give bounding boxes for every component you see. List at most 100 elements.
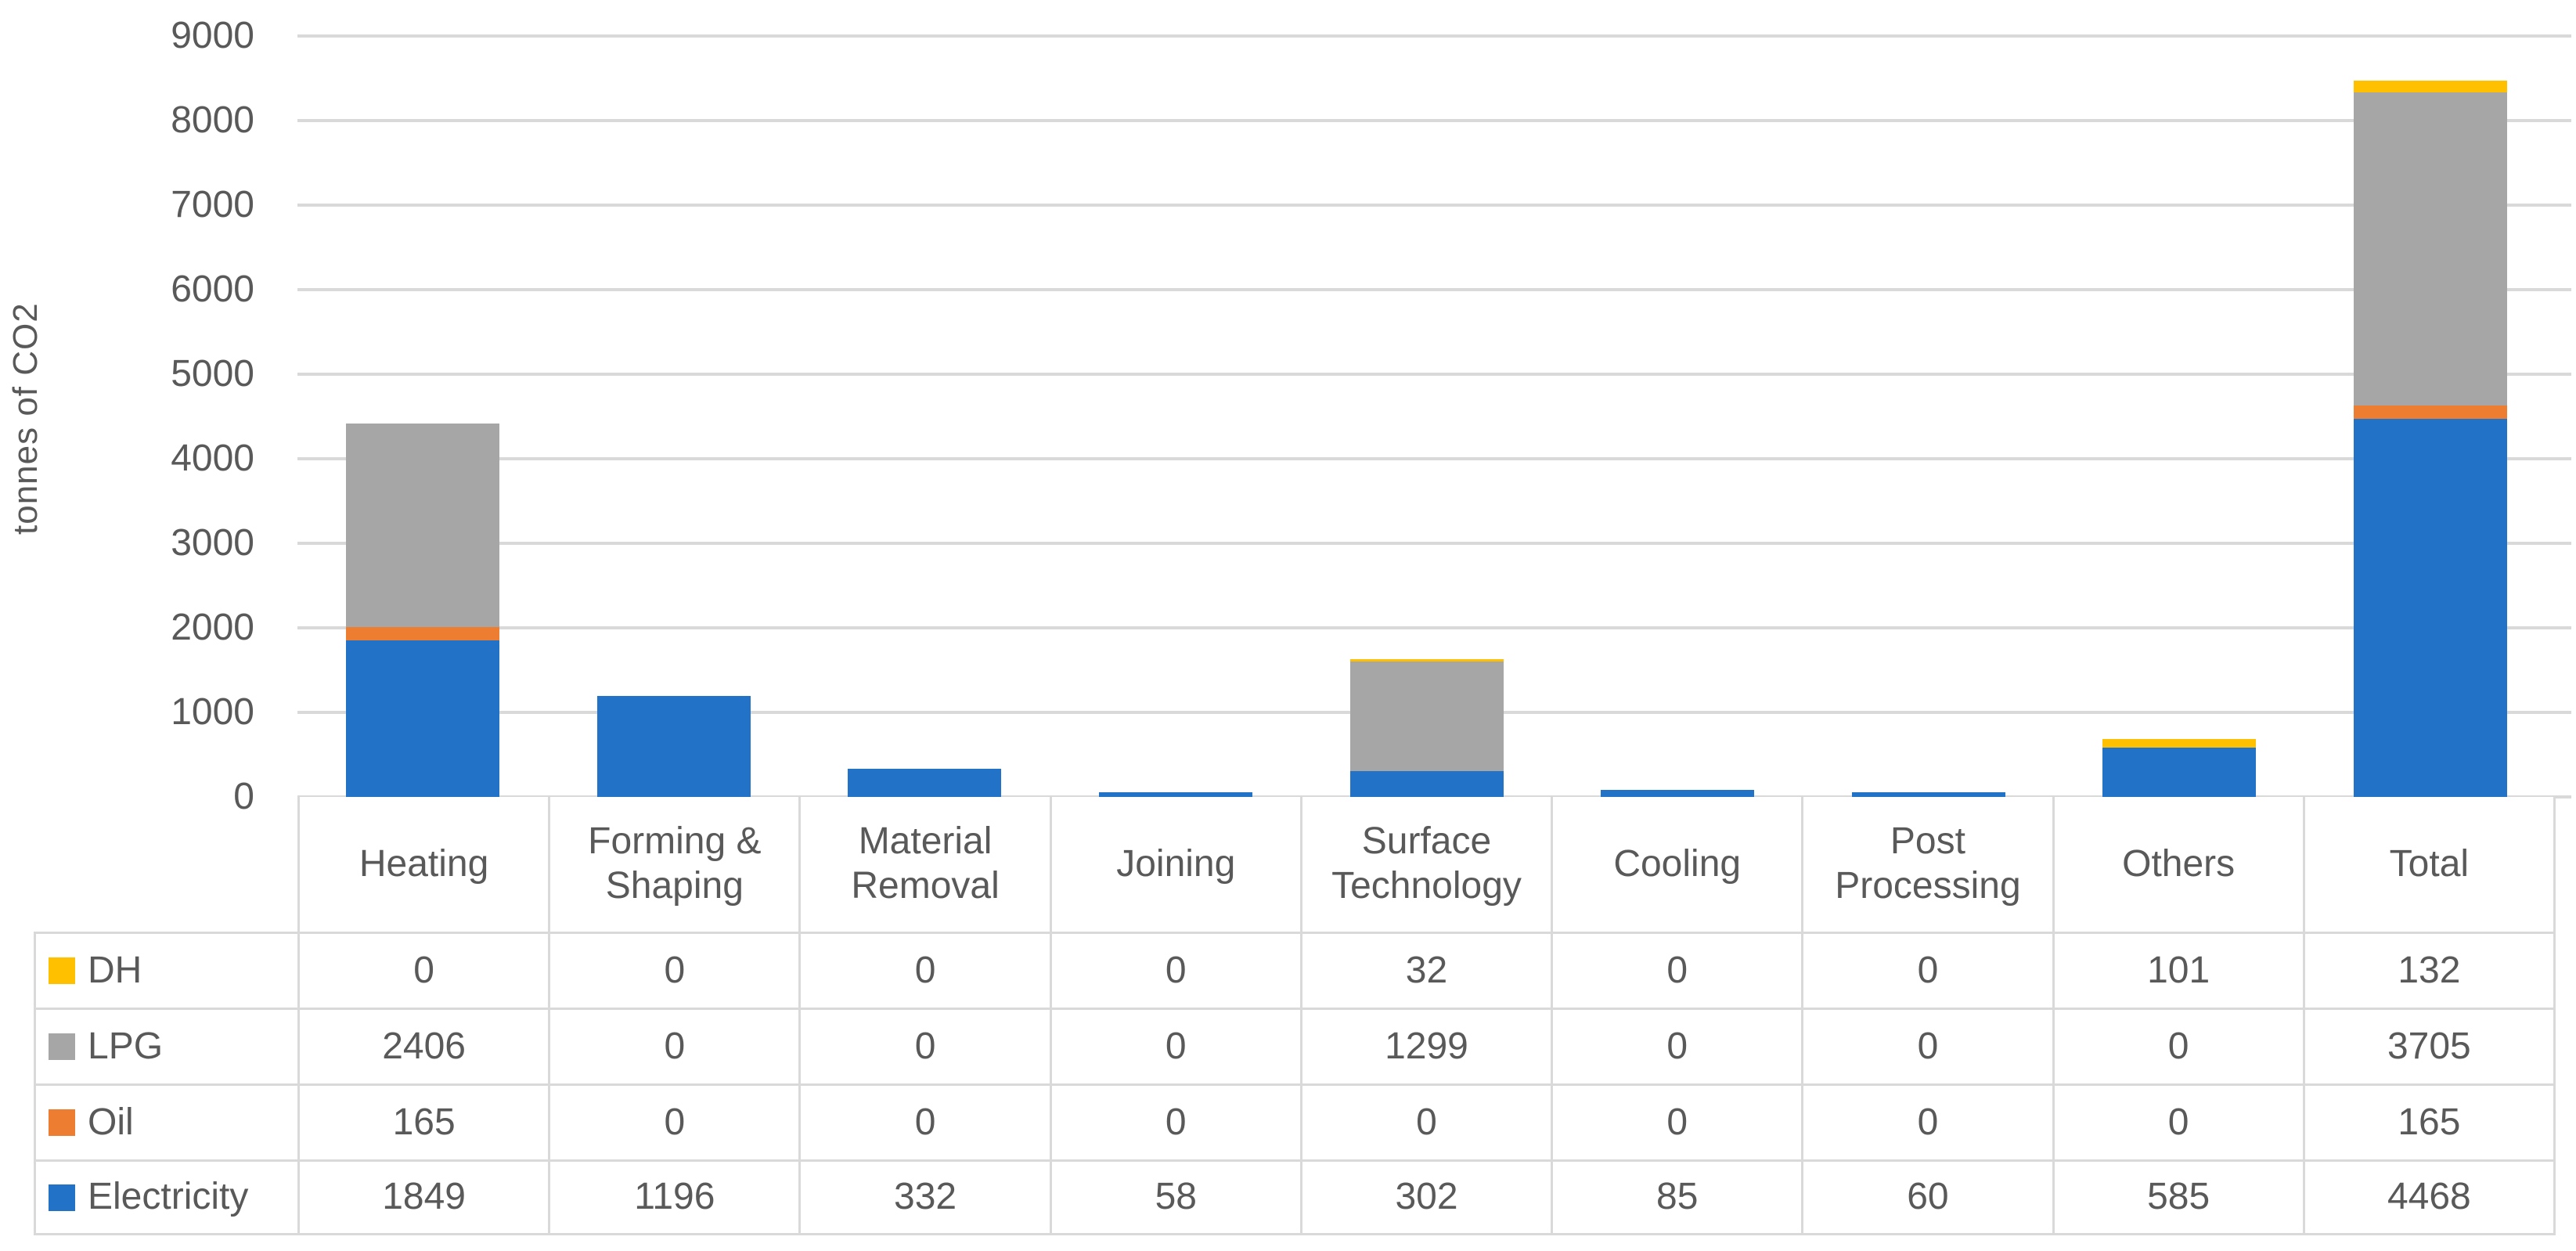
table-value-cell: 101 xyxy=(2052,932,2303,1008)
bar-segment-oil xyxy=(2353,405,2507,420)
y-tick-label: 2000 xyxy=(171,607,254,648)
legend-label: LPG xyxy=(88,1025,164,1067)
legend-swatch-dh xyxy=(49,957,75,984)
table-value-cell: 0 xyxy=(1801,1083,2052,1159)
y-tick-label: 6000 xyxy=(171,269,254,310)
bar-segment-dh xyxy=(1349,658,1504,662)
bar-segment-dh xyxy=(2353,81,2507,92)
table-value-cell: 0 xyxy=(2052,1083,2303,1159)
table-value-cell: 1299 xyxy=(1299,1008,1551,1083)
table-header-surface-technology: Surface Technology xyxy=(1299,797,1551,932)
bar-segment-electricity xyxy=(848,769,1002,797)
table-value-cell: 0 xyxy=(1801,1008,2052,1083)
bar-joining xyxy=(1098,36,1252,797)
y-tick-label: 5000 xyxy=(171,353,254,395)
bar-segment-electricity xyxy=(596,695,751,797)
bar-segment-electricity xyxy=(1349,771,1504,797)
legend-swatch-electricity xyxy=(49,1184,75,1211)
legend-cell-dh: DH xyxy=(34,932,297,1008)
bar-segment-electricity xyxy=(1098,791,1252,797)
table-value-cell: 165 xyxy=(2302,1083,2556,1159)
legend-swatch-lpg xyxy=(49,1033,75,1060)
table-value-cell: 32 xyxy=(1299,932,1551,1008)
bar-post-processing xyxy=(1851,36,2005,797)
bar-forming-shaping xyxy=(596,36,751,797)
plot-area xyxy=(297,34,2571,799)
bar-heating xyxy=(346,36,500,797)
table-value-cell: 0 xyxy=(297,932,549,1008)
table-row-electricity: Electricity 1849 1196 332 58 302 85 60 585 4468 xyxy=(34,1159,2556,1235)
bar-cooling xyxy=(1601,36,1755,797)
table-header-joining: Joining xyxy=(1049,797,1300,932)
table-value-cell: 58 xyxy=(1049,1159,1300,1235)
y-tick-label: 3000 xyxy=(171,522,254,564)
gridline xyxy=(297,373,2571,376)
table-value-cell: 1849 xyxy=(297,1159,549,1235)
table-value-cell: 0 xyxy=(1551,932,1802,1008)
bar-total xyxy=(2353,36,2507,797)
table-row-lpg: LPG 2406 0 0 0 1299 0 0 0 3705 xyxy=(34,1008,2556,1083)
y-tick-label: 0 xyxy=(233,776,254,817)
bar-segment-oil xyxy=(346,626,500,641)
table-value-cell: 0 xyxy=(548,932,799,1008)
table-corner-cell xyxy=(34,797,297,932)
table-value-cell: 0 xyxy=(1049,1083,1300,1159)
table-row-oil: Oil 165 0 0 0 0 0 0 0 165 xyxy=(34,1083,2556,1159)
table-value-cell: 0 xyxy=(1299,1083,1551,1159)
bar-segment-lpg xyxy=(346,423,500,627)
table-value-cell: 1196 xyxy=(548,1159,799,1235)
table-value-cell: 302 xyxy=(1299,1159,1551,1235)
legend-cell-lpg: LPG xyxy=(34,1008,297,1083)
table-value-cell: 0 xyxy=(1049,932,1300,1008)
bar-segment-dh xyxy=(2102,738,2257,748)
gridline xyxy=(297,204,2571,207)
bar-segment-lpg xyxy=(1349,662,1504,772)
table-header-total: Total xyxy=(2302,797,2556,932)
gridline xyxy=(297,119,2571,122)
table-value-cell: 0 xyxy=(1551,1008,1802,1083)
legend-cell-oil: Oil xyxy=(34,1083,297,1159)
bar-segment-electricity xyxy=(1601,789,1755,797)
legend-label: DH xyxy=(88,949,142,991)
bar-material-removal xyxy=(848,36,1002,797)
table-value-cell: 332 xyxy=(798,1159,1050,1235)
y-tick-label: 8000 xyxy=(171,99,254,141)
y-tick-label: 4000 xyxy=(171,438,254,479)
y-tick-label: 1000 xyxy=(171,691,254,733)
table-value-cell: 85 xyxy=(1551,1159,1802,1235)
table-value-cell: 2406 xyxy=(297,1008,549,1083)
table-value-cell: 3705 xyxy=(2302,1008,2556,1083)
gridline xyxy=(297,288,2571,291)
table-value-cell: 0 xyxy=(1049,1008,1300,1083)
y-tick-label: 7000 xyxy=(171,184,254,225)
table-value-cell: 0 xyxy=(548,1083,799,1159)
gridline xyxy=(297,457,2571,460)
bar-surface-technology xyxy=(1349,36,1504,797)
table-row-dh: DH 0 0 0 0 32 0 0 101 132 xyxy=(34,932,2556,1008)
bar-segment-electricity xyxy=(2102,747,2257,797)
gridline xyxy=(297,34,2571,38)
table-value-cell: 60 xyxy=(1801,1159,2052,1235)
table-value-cell: 0 xyxy=(1551,1083,1802,1159)
bar-segment-electricity xyxy=(2353,419,2507,797)
legend-swatch-oil xyxy=(49,1109,75,1136)
bar-segment-lpg xyxy=(2353,92,2507,406)
table-value-cell: 0 xyxy=(1801,932,2052,1008)
legend-label: Oil xyxy=(88,1101,134,1143)
table-value-cell: 0 xyxy=(2052,1008,2303,1083)
table-header-others: Others xyxy=(2052,797,2303,932)
bar-others xyxy=(2102,36,2257,797)
legend-cell-electricity: Electricity xyxy=(34,1159,297,1235)
bar-segment-electricity xyxy=(1851,791,2005,797)
gridline xyxy=(297,626,2571,629)
y-tick-label: 9000 xyxy=(171,15,254,56)
legend-label: Electricity xyxy=(88,1176,249,1218)
table-value-cell: 4468 xyxy=(2302,1159,2556,1235)
table-header-cooling: Cooling xyxy=(1551,797,1802,932)
table-value-cell: 132 xyxy=(2302,932,2556,1008)
table-header-forming-shaping: Forming & Shaping xyxy=(548,797,799,932)
table-header-material-removal: Material Removal xyxy=(798,797,1050,932)
table-value-cell: 0 xyxy=(798,1083,1050,1159)
table-value-cell: 0 xyxy=(548,1008,799,1083)
